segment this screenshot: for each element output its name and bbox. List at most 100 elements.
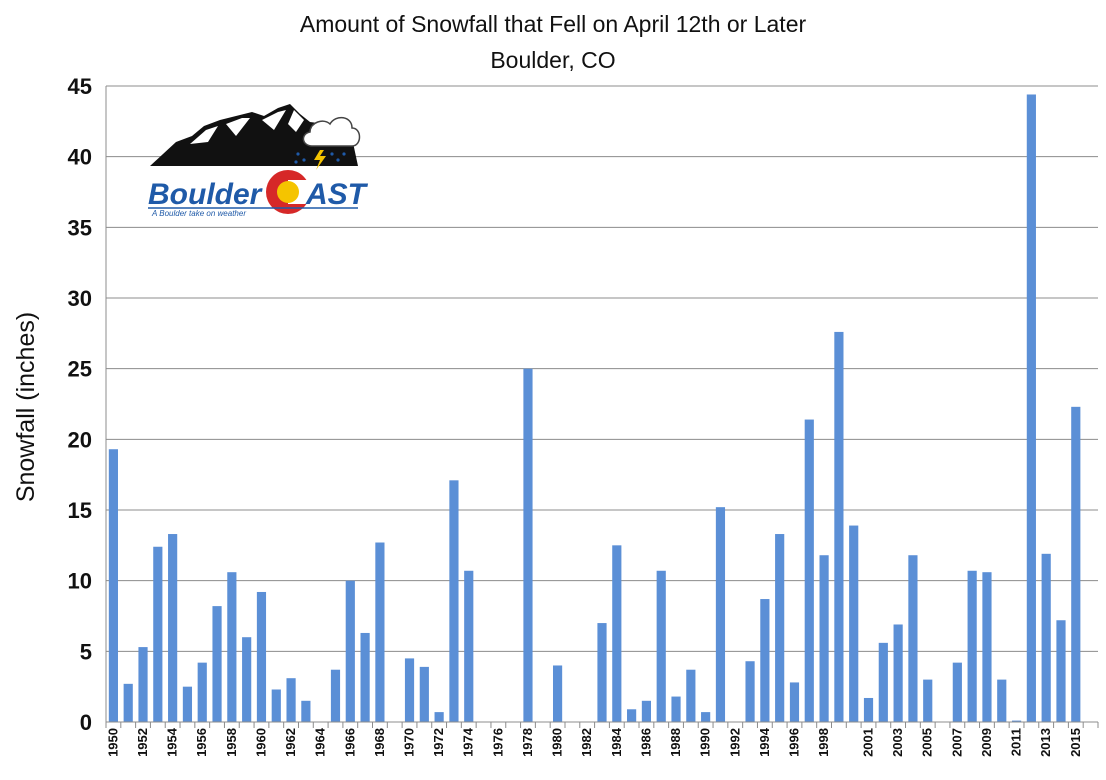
x-tick-label: 1980 [550, 728, 565, 757]
logo-name-right: AST [305, 178, 369, 211]
x-tick-label: 2013 [1038, 728, 1053, 757]
bar-1971 [419, 666, 429, 722]
x-tick-label: 1950 [105, 728, 120, 757]
flatirons-mountain-icon [150, 104, 358, 166]
x-tick-label: 2015 [1068, 728, 1083, 757]
x-tick-label: 1986 [638, 728, 653, 757]
y-tick-label: 5 [80, 639, 92, 664]
bar-1957 [212, 606, 222, 722]
x-tick-label: 1976 [490, 728, 505, 757]
lightning-icon [314, 150, 326, 170]
x-tick-label: 1994 [757, 727, 772, 757]
x-tick-label: 2003 [890, 728, 905, 757]
x-tick-label: 1958 [224, 728, 239, 757]
bar-1983 [597, 623, 607, 722]
x-tick-label: 1978 [520, 728, 535, 757]
x-tick-label: 1990 [698, 728, 713, 757]
x-tick-label: 1954 [165, 727, 180, 757]
x-tick-label: 1968 [372, 728, 387, 757]
bar-1968 [375, 542, 385, 722]
bar-1953 [153, 546, 163, 722]
mountain-snow [190, 110, 304, 144]
bar-2000 [849, 525, 859, 722]
y-tick-label: 45 [68, 74, 92, 99]
bar-1997 [804, 419, 814, 722]
y-tick-label: 20 [68, 427, 92, 452]
y-tick-label: 30 [68, 286, 92, 311]
x-tick-label: 2011 [1009, 728, 1024, 756]
bar-1987 [656, 570, 666, 722]
x-tick-label: 1982 [579, 728, 594, 757]
colorado-c-icon [266, 170, 312, 214]
bars [108, 94, 1081, 723]
bar-1965 [330, 669, 341, 722]
x-tick-label: 1952 [135, 728, 150, 757]
bar-1980 [552, 665, 563, 722]
x-tick-label: 1974 [461, 727, 476, 757]
bar-1970 [404, 658, 415, 722]
bar-1993 [745, 661, 755, 722]
bar-1994 [760, 599, 770, 722]
bar-1955 [182, 686, 193, 722]
bar-1959 [242, 637, 252, 722]
x-tick-label: 1972 [431, 728, 446, 757]
x-tick-label: 1992 [727, 728, 742, 757]
bar-1961 [271, 689, 281, 722]
bar-2009 [982, 572, 992, 722]
gridlines [106, 85, 1098, 652]
bar-1972 [434, 712, 444, 722]
y-tick-label: 40 [68, 145, 92, 170]
bar-1989 [686, 669, 696, 722]
bar-1958 [227, 572, 237, 722]
y-tick-label: 0 [80, 710, 92, 735]
bar-1988 [671, 696, 681, 722]
bar-1950 [108, 449, 118, 722]
x-tick-label: 2009 [979, 728, 994, 757]
bar-1973 [449, 480, 459, 722]
bar-1990 [701, 712, 711, 722]
bar-2015 [1071, 406, 1081, 722]
bar-2014 [1056, 620, 1066, 722]
logo-name-left: Boulder [148, 178, 264, 211]
rain-drops-icon [294, 152, 346, 164]
bar-1999 [834, 331, 844, 722]
bar-2003 [893, 624, 903, 722]
bar-1991 [715, 507, 726, 722]
bar-2001 [863, 697, 874, 722]
x-tick-label: 1988 [668, 728, 683, 757]
bar-2011 [1011, 720, 1022, 722]
bar-1967 [360, 632, 370, 722]
axes [105, 86, 1099, 728]
bouldercast-logo: Boulder AST A Boulder take on weather [148, 104, 369, 218]
bar-2005 [923, 679, 933, 722]
bar-2007 [952, 662, 962, 722]
bar-1998 [819, 555, 829, 722]
y-tick-label: 25 [68, 357, 92, 382]
bar-1986 [641, 700, 652, 722]
bar-1962 [286, 678, 296, 722]
y-tick-label: 15 [68, 498, 92, 523]
bar-1952 [138, 647, 148, 722]
bar-2004 [908, 555, 918, 722]
y-tick-labels: 0 5 10 15 20 25 30 35 40 45 [68, 74, 92, 735]
bar-1978 [523, 368, 533, 722]
x-tick-label: 1996 [786, 728, 801, 757]
bar-1966 [345, 580, 355, 722]
x-tick-label: 1970 [402, 728, 417, 757]
bar-1985 [627, 709, 637, 722]
x-tick-label: 1962 [283, 728, 298, 757]
logo-tagline: A Boulder take on weather [151, 209, 246, 218]
x-tick-label: 1956 [194, 728, 209, 757]
bar-2013 [1041, 553, 1051, 722]
x-tick-label: 1964 [313, 727, 328, 757]
cloud-icon [302, 116, 361, 147]
bar-2012 [1026, 94, 1036, 723]
x-tick-label: 1960 [253, 728, 268, 757]
x-tick-label: 2001 [861, 728, 876, 757]
bar-1995 [775, 534, 785, 722]
x-tick-label: 1966 [342, 728, 357, 757]
y-tick-label: 35 [68, 215, 92, 240]
chart-subtitle: Boulder, CO [490, 47, 615, 73]
x-tick-labels: 1950 1952 1954 1956 1958 1960 1962 1964 1966 1968… [105, 727, 1082, 757]
bar-1951 [123, 683, 133, 722]
